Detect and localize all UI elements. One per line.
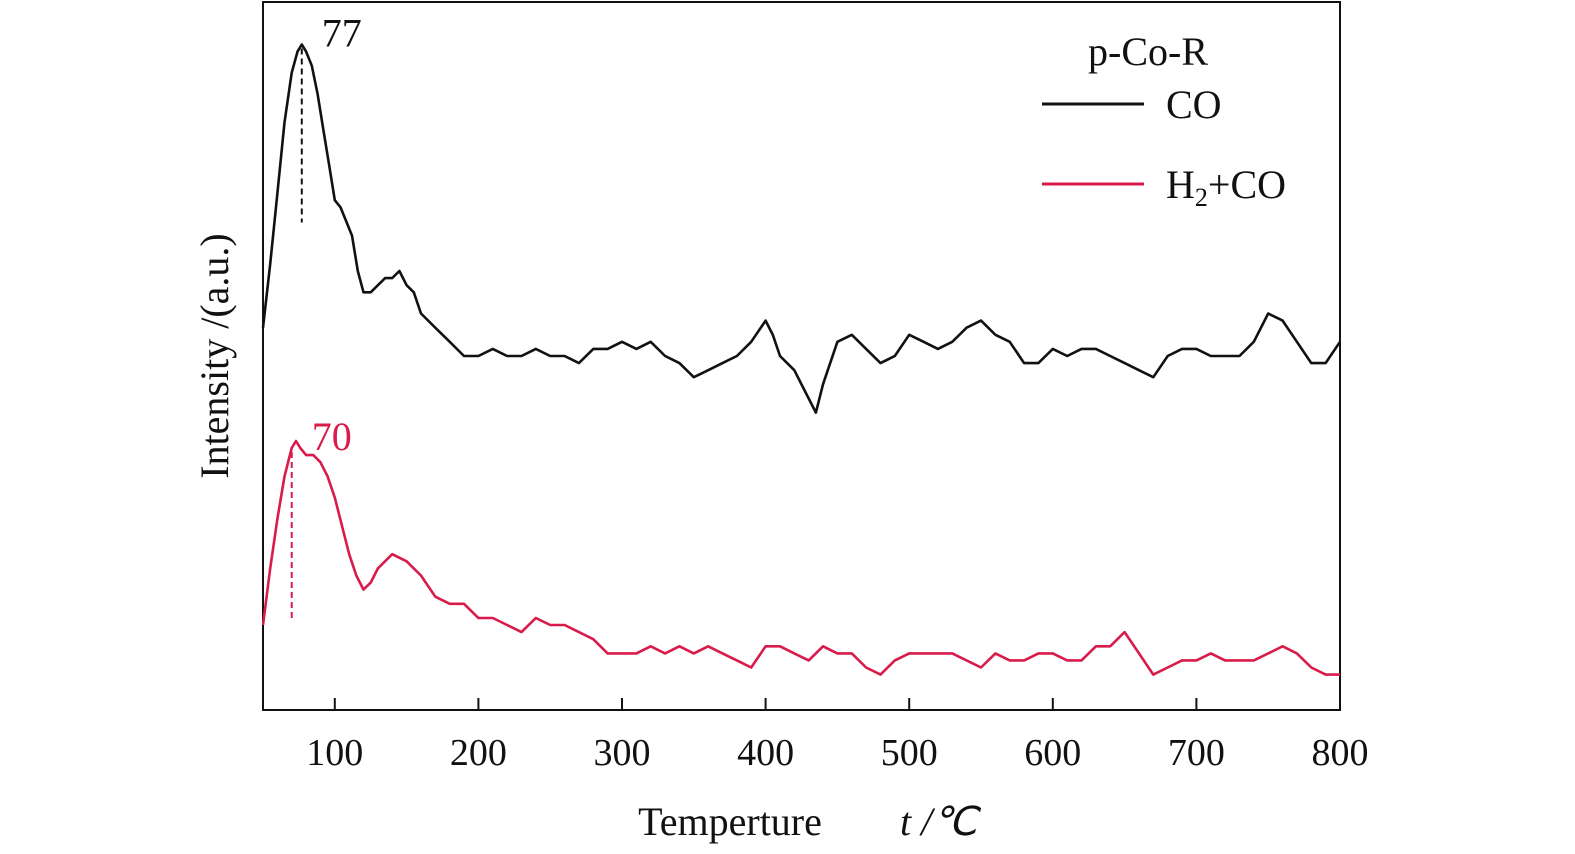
peak-label: 70 <box>312 414 352 459</box>
x-axis-title: Temperture <box>638 799 822 844</box>
x-tick-label: 300 <box>594 732 651 774</box>
y-axis-title: Intensity /(a.u.) <box>192 233 237 479</box>
legend-label-h2co: H2+CO <box>1166 162 1286 212</box>
x-axis-ticks: 100 200 300 400 500 600 700 800 <box>306 698 1369 774</box>
series-line-h2-co <box>261 439 1340 676</box>
legend-title: p-Co-R <box>1088 29 1208 74</box>
x-tick-label: 500 <box>881 732 938 774</box>
annotation-layer: 77 70 <box>290 10 362 619</box>
x-tick-label: 600 <box>1024 732 1081 774</box>
series-layer <box>261 43 1342 676</box>
x-tick-label: 100 <box>306 732 363 774</box>
x-tick-label: 400 <box>737 732 794 774</box>
x-axis-unit: t /℃ <box>900 799 981 844</box>
x-tick-label: 700 <box>1168 732 1225 774</box>
plot-frame <box>262 1 1341 711</box>
x-tick-label: 200 <box>450 732 507 774</box>
x-tick-label: 800 <box>1312 732 1369 774</box>
legend-label-co: CO <box>1166 82 1222 127</box>
legend: p-Co-R CO H2+CO <box>1042 29 1286 212</box>
peak-label: 77 <box>322 10 362 55</box>
series-line-co <box>261 43 1342 414</box>
